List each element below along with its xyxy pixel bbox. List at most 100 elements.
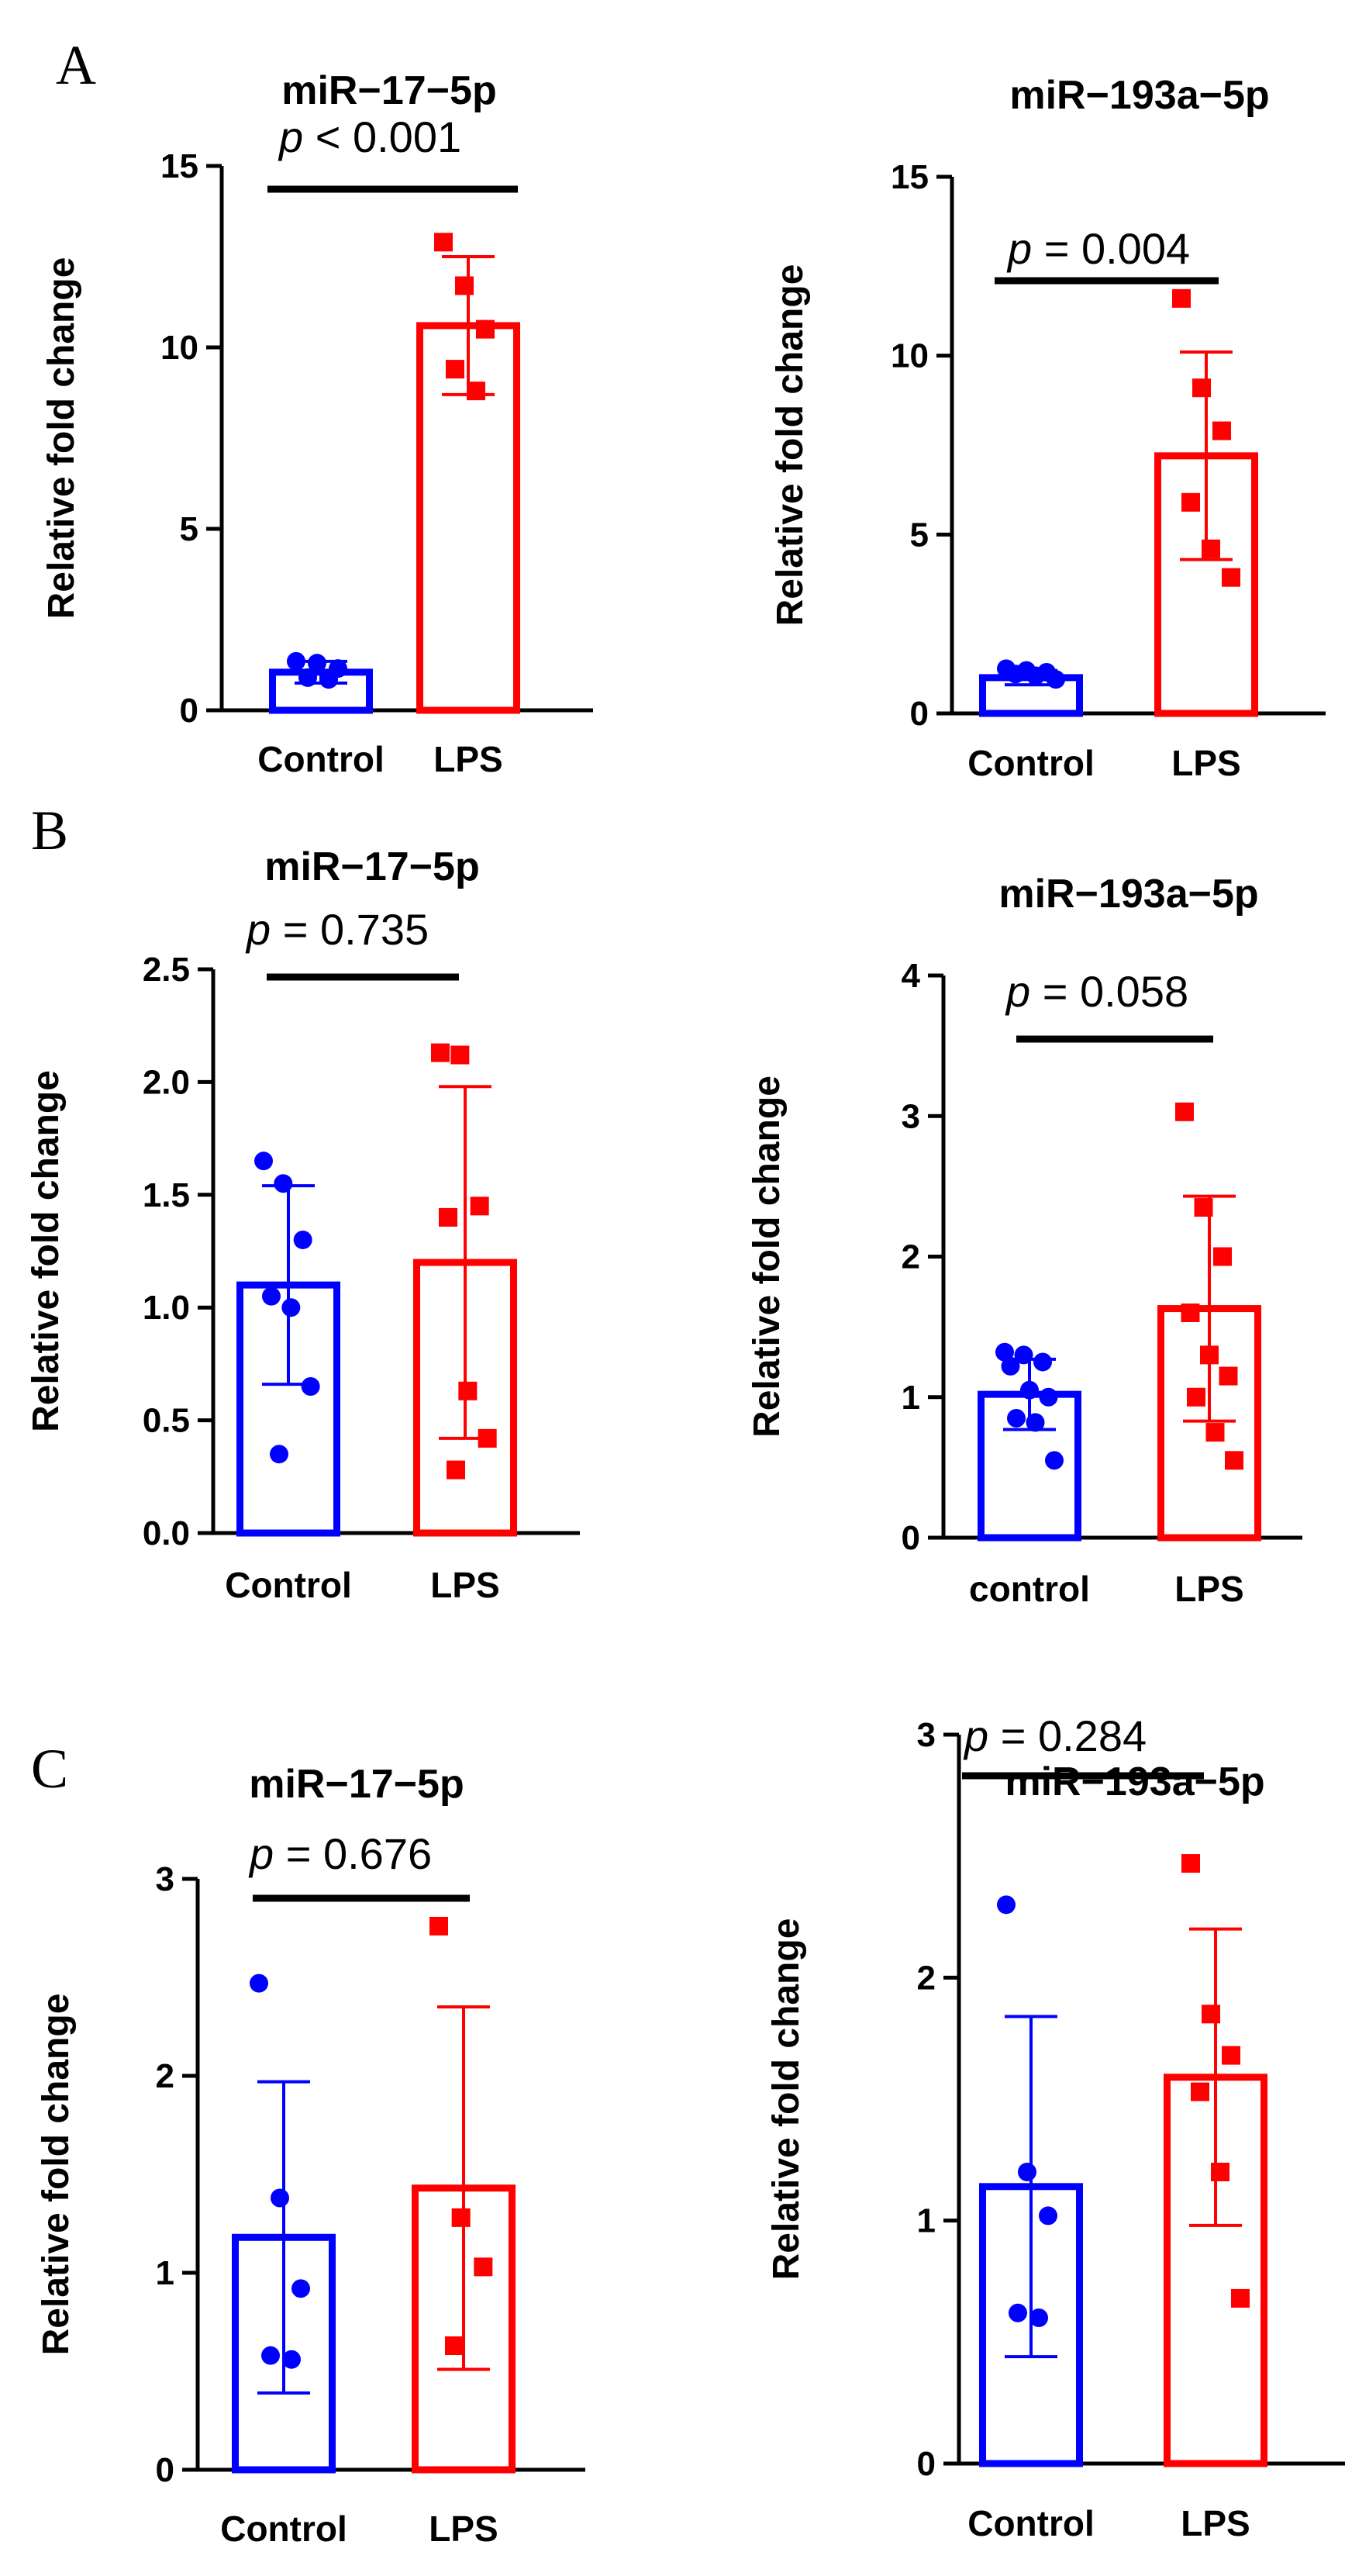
y-tick-label: 0 [180, 692, 198, 730]
data-point [467, 382, 485, 401]
data-point [1045, 1451, 1064, 1470]
data-point [1191, 2082, 1209, 2101]
x-tick-label: Control [967, 743, 1095, 783]
y-tick-label: 15 [160, 147, 198, 185]
x-tick-label: control [969, 1569, 1090, 1609]
panel-letter-a: A [56, 34, 96, 96]
chart-title: miR−193a−5p [1005, 1759, 1264, 1804]
p-symbol: p [1006, 224, 1032, 273]
data-point [287, 651, 305, 671]
data-point [450, 1045, 470, 1065]
data-point [1039, 1387, 1058, 1407]
p-value-label: p = 0.058 [1005, 967, 1188, 1016]
data-point [254, 1152, 273, 1171]
data-point [1225, 1451, 1243, 1470]
chart-3: miR−17−5p p = 0.735 0.0 0.5 1.0 1.5 2.0 2.5 Rela… [26, 844, 580, 1605]
y-tick-label: 5 [910, 516, 929, 554]
data-point [447, 1460, 465, 1480]
data-point [1181, 492, 1200, 512]
chart-title: miR−193a−5p [1009, 73, 1269, 118]
data-point [282, 2350, 301, 2369]
data-point [1181, 1304, 1200, 1322]
y-tick-label: 1.0 [143, 1289, 190, 1327]
data-point [262, 1286, 281, 1306]
data-point [455, 276, 474, 295]
data-point [281, 1298, 301, 1317]
data-point [1222, 2046, 1240, 2065]
x-tick-label: LPS [1174, 1569, 1243, 1609]
p-value: < 0.001 [303, 112, 461, 161]
data-point [301, 1376, 320, 1396]
y-tick-label: 3 [917, 1716, 936, 1754]
y-tick-label: 2 [917, 1959, 936, 1997]
p-symbol: p [248, 1829, 274, 1878]
data-point [274, 1174, 293, 1193]
x-tick-label: Control [225, 1565, 352, 1605]
x-tick-label: Control [967, 2503, 1095, 2543]
x-tick-label: LPS [1181, 2503, 1250, 2543]
data-point [1192, 378, 1211, 398]
chart-title: miR−17−5p [264, 844, 480, 889]
data-point [1213, 1247, 1232, 1266]
data-point [429, 1916, 448, 1935]
y-tick-label: 1.5 [143, 1176, 190, 1214]
data-point [995, 1342, 1014, 1362]
data-point [250, 1973, 268, 1993]
p-symbol: p [245, 905, 271, 954]
y-tick-label: 0.5 [143, 1402, 190, 1440]
y-tick-label: 15 [891, 158, 929, 196]
y-tick-label: 2.5 [143, 951, 190, 989]
data-point [1181, 1854, 1200, 1873]
p-value: = 0.676 [274, 1829, 432, 1878]
data-point [1007, 1408, 1026, 1428]
data-point [298, 668, 317, 687]
y-tick-label: 2 [156, 2057, 174, 2095]
chart-5: miR−17−5p p = 0.676 0 1 2 3 Relative fold chan… [36, 1762, 585, 2549]
data-point [1018, 2163, 1036, 2181]
y-tick-label: 10 [891, 337, 929, 375]
chart-1: miR−17−5pp < 0.001 0 5 10 15 Relative fold ch… [41, 68, 593, 779]
data-point [1009, 2303, 1027, 2322]
p-value-label: p = 0.735 [245, 905, 429, 954]
p-value-label: p < 0.001 [278, 112, 461, 161]
y-tick-label: 5 [180, 510, 198, 548]
data-point [271, 2188, 289, 2208]
y-tick-label: 3 [156, 1860, 174, 1898]
data-point [446, 360, 464, 379]
p-value: = 0.284 [988, 1711, 1147, 1760]
y-tick-label: 2.0 [143, 1063, 190, 1101]
data-point [1202, 2005, 1220, 2024]
y-tick-label: 1 [902, 1379, 920, 1417]
p-value-label: p = 0.676 [248, 1829, 432, 1878]
y-tick-label: 0.0 [143, 1514, 190, 1552]
y-axis-label: Relative fold change [766, 1918, 807, 2281]
data-point [1026, 666, 1045, 685]
data-point [1039, 2206, 1057, 2226]
p-value-label: p = 0.284 [963, 1711, 1147, 1760]
data-point [474, 2257, 493, 2277]
x-tick-label: Control [257, 739, 385, 779]
data-point [270, 1445, 288, 1464]
y-tick-label: 2 [902, 1238, 920, 1276]
data-point [451, 2208, 471, 2227]
data-point [1200, 1345, 1219, 1365]
p-value: = 0.735 [271, 905, 429, 954]
x-tick-label: LPS [1171, 743, 1240, 783]
data-point [1187, 1387, 1205, 1407]
data-point [261, 2346, 280, 2365]
panel-letter-c: C [31, 1738, 68, 1800]
data-point [431, 1043, 450, 1062]
data-point [1202, 539, 1220, 558]
data-point [1231, 2288, 1250, 2308]
data-point [293, 1230, 312, 1249]
y-tick-label: 1 [917, 2202, 936, 2240]
p-value: = 0.058 [1030, 967, 1188, 1016]
data-point [470, 1196, 489, 1216]
data-point [1006, 665, 1025, 684]
data-point [1029, 2308, 1048, 2327]
data-point [308, 654, 326, 673]
panel-letter-b: B [31, 799, 68, 862]
